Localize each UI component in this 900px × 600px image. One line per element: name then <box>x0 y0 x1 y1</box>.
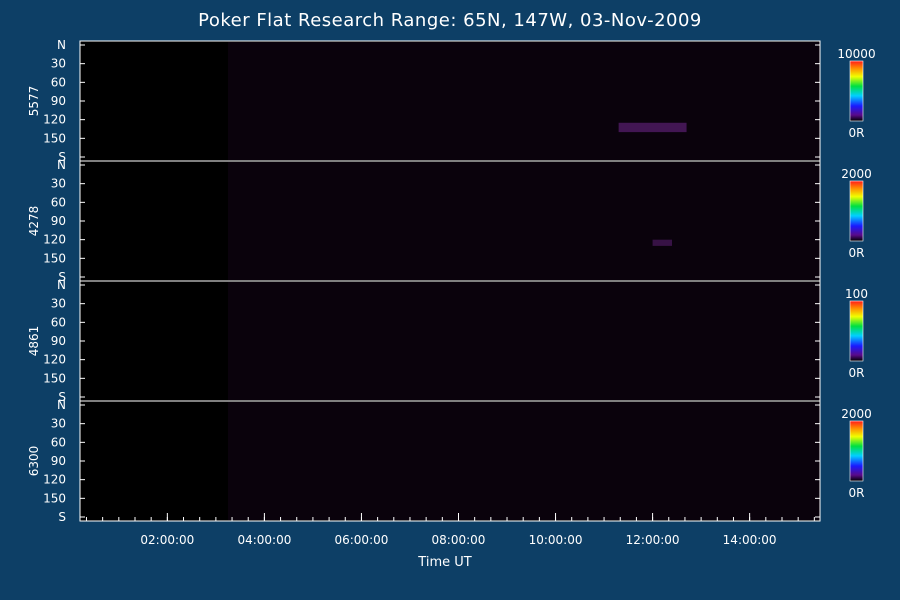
y-tick-label: 150 <box>43 371 66 385</box>
colorbar-min-label: 0R <box>849 366 865 380</box>
y-tick-label: 30 <box>51 297 66 311</box>
panel-data-region <box>228 402 820 520</box>
panel-data-region <box>228 282 820 400</box>
panel-wavelength-label: 5577 <box>27 86 41 117</box>
colorbar-max-label: 2000 <box>841 167 872 181</box>
y-tick-label: 120 <box>43 113 66 127</box>
colorbar-min-label: 0R <box>849 486 865 500</box>
colorbar-max-label: 10000 <box>837 47 875 61</box>
x-tick-label: 06:00:00 <box>334 533 388 547</box>
x-tick-label: 04:00:00 <box>237 533 291 547</box>
y-tick-label: 120 <box>43 353 66 367</box>
y-tick-label: 150 <box>43 251 66 265</box>
y-tick-label: 30 <box>51 177 66 191</box>
y-tick-label: S <box>58 390 66 404</box>
y-tick-label: 90 <box>51 214 66 228</box>
colorbar <box>849 60 864 122</box>
y-tick-label: 90 <box>51 94 66 108</box>
panel-wavelength-label: 4278 <box>27 206 41 237</box>
x-tick-label: 12:00:00 <box>626 533 680 547</box>
y-tick-label: S <box>58 510 66 524</box>
y-tick-label: S <box>58 150 66 164</box>
panel-wavelength-label: 6300 <box>27 446 41 477</box>
x-tick-label: 08:00:00 <box>432 533 486 547</box>
panel-data-region <box>228 162 820 280</box>
y-tick-label: 120 <box>43 233 66 247</box>
emission-feature <box>618 122 687 133</box>
y-tick-label: N <box>57 38 66 52</box>
emission-feature <box>652 239 672 246</box>
y-tick-label: N <box>57 398 66 412</box>
colorbar-min-label: 0R <box>849 126 865 140</box>
y-tick-label: 60 <box>51 315 66 329</box>
y-tick-label: 60 <box>51 435 66 449</box>
y-tick-label: 30 <box>51 57 66 71</box>
y-tick-label: 60 <box>51 195 66 209</box>
colorbar <box>849 180 864 242</box>
y-tick-label: 90 <box>51 334 66 348</box>
y-tick-label: 150 <box>43 491 66 505</box>
y-tick-label: N <box>57 278 66 292</box>
colorbar-min-label: 0R <box>849 246 865 260</box>
colorbar <box>849 300 864 362</box>
colorbar-max-label: 2000 <box>841 407 872 421</box>
y-tick-label: 30 <box>51 417 66 431</box>
colorbar <box>849 420 864 482</box>
y-tick-label: N <box>57 158 66 172</box>
panel-data-region <box>228 42 820 160</box>
y-tick-label: S <box>58 270 66 284</box>
y-tick-label: 120 <box>43 473 66 487</box>
y-tick-label: 60 <box>51 75 66 89</box>
y-tick-label: 150 <box>43 131 66 145</box>
chart-title: Poker Flat Research Range: 65N, 147W, 03… <box>198 10 702 31</box>
colorbar-max-label: 100 <box>845 287 868 301</box>
x-tick-label: 02:00:00 <box>140 533 194 547</box>
x-tick-label: 10:00:00 <box>529 533 583 547</box>
y-tick-label: 90 <box>51 454 66 468</box>
x-tick-label: 14:00:00 <box>723 533 777 547</box>
panel-wavelength-label: 4861 <box>27 326 41 357</box>
x-axis-label: Time UT <box>418 555 472 570</box>
